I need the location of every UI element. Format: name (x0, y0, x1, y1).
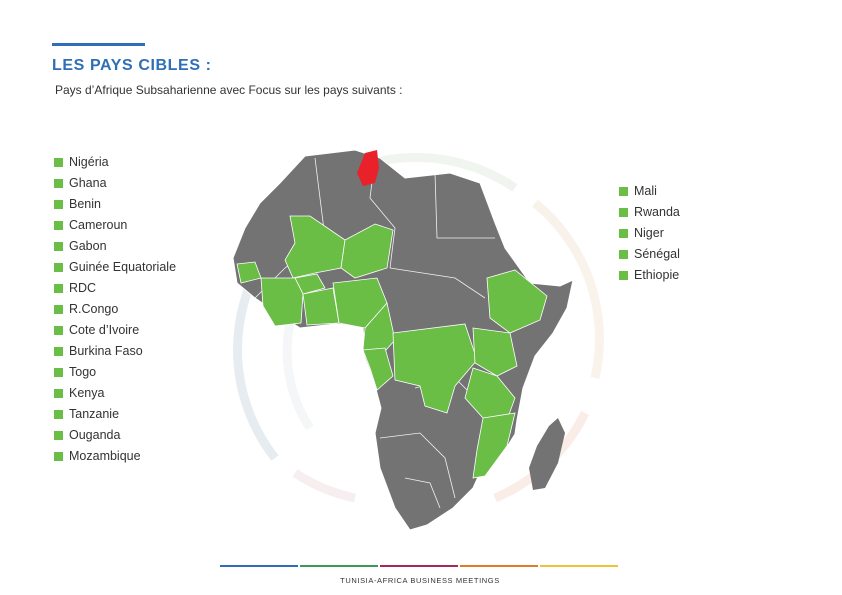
page-subtitle: Pays d’Afrique Subsaharienne avec Focus … (55, 83, 403, 97)
tunisia-shape (357, 150, 379, 186)
country-label: Benin (69, 197, 101, 211)
niger-shape (340, 223, 394, 279)
ghana-togo-benin-shape (302, 287, 340, 326)
gabon-congo-shape (362, 347, 394, 391)
list-item: Benin (54, 194, 176, 215)
list-item: Ouganda (54, 425, 176, 446)
ethiopie-shape (486, 269, 548, 334)
list-item: Tanzanie (54, 404, 176, 425)
country-label: R.Congo (69, 302, 119, 316)
list-item: Mozambique (54, 446, 176, 467)
country-label: Ouganda (69, 428, 121, 442)
country-label: Niger (634, 226, 664, 240)
green-square-icon (54, 263, 63, 272)
country-label: Burkina Faso (69, 344, 143, 358)
list-item: Cameroun (54, 215, 176, 236)
list-item: Mali (619, 181, 680, 202)
country-label: Gabon (69, 239, 107, 253)
country-list-right: Mali Rwanda Niger Sénégal Ethiopie (619, 181, 680, 286)
green-square-icon (54, 347, 63, 356)
list-item: Niger (619, 223, 680, 244)
country-label: RDC (69, 281, 97, 295)
green-square-icon (54, 368, 63, 377)
list-item: Ethiopie (619, 265, 680, 286)
africa-map (232, 149, 604, 531)
green-square-icon (54, 284, 63, 293)
country-label: Sénégal (634, 247, 680, 261)
list-item: R.Congo (54, 299, 176, 320)
green-square-icon (54, 179, 63, 188)
green-square-icon (619, 187, 628, 196)
footer-bar-purple (380, 565, 458, 567)
kenya-ouganda-shape (472, 327, 518, 377)
country-label: Mali (634, 184, 657, 198)
green-square-icon (54, 242, 63, 251)
green-square-icon (619, 229, 628, 238)
country-label: Cameroun (69, 218, 128, 232)
country-list-left: Nigéria Ghana Benin Cameroun Gabon Guiné… (54, 152, 176, 467)
title-rule (52, 43, 145, 46)
list-item: Kenya (54, 383, 176, 404)
green-square-icon (54, 410, 63, 419)
country-label: Rwanda (634, 205, 680, 219)
target-countries (236, 215, 548, 479)
country-label: Tanzanie (69, 407, 120, 421)
green-square-icon (54, 305, 63, 314)
list-item: Ghana (54, 173, 176, 194)
list-item: Sénégal (619, 244, 680, 265)
green-square-icon (54, 200, 63, 209)
country-label: Togo (69, 365, 97, 379)
madagascar-shape (529, 418, 565, 490)
green-square-icon (54, 431, 63, 440)
list-item: Togo (54, 362, 176, 383)
list-item: Gabon (54, 236, 176, 257)
guinea-cotedivoire-shape (260, 277, 304, 327)
footer-bar-green (300, 565, 378, 567)
list-item: Burkina Faso (54, 341, 176, 362)
country-label: Guinée Equatoriale (69, 260, 177, 274)
list-item: RDC (54, 278, 176, 299)
footer-bar-yellow (540, 565, 618, 567)
mali-shape (284, 215, 346, 279)
country-label: Kenya (69, 386, 105, 400)
footer-text: TUNISIA-AFRICA BUSINESS MEETINGS (340, 576, 500, 585)
rdc-shape (392, 323, 478, 414)
list-item: Nigéria (54, 152, 176, 173)
green-square-icon (619, 208, 628, 217)
footer-color-bars (220, 565, 620, 567)
list-item: Guinée Equatoriale (54, 257, 176, 278)
green-square-icon (54, 221, 63, 230)
country-label: Cote d’Ivoire (69, 323, 140, 337)
mozambique-shape (472, 412, 516, 479)
country-label: Ghana (69, 176, 107, 190)
green-square-icon (54, 452, 63, 461)
country-label: Mozambique (69, 449, 141, 463)
page-title: LES PAYS CIBLES : (52, 57, 212, 74)
cameroun-shape (362, 302, 396, 361)
green-square-icon (619, 250, 628, 259)
green-square-icon (54, 389, 63, 398)
green-square-icon (54, 326, 63, 335)
country-label: Ethiopie (634, 268, 680, 282)
country-label: Nigéria (69, 155, 109, 169)
list-item: Cote d’Ivoire (54, 320, 176, 341)
footer-bar-blue (220, 565, 298, 567)
list-item: Rwanda (619, 202, 680, 223)
footer-bar-orange (460, 565, 538, 567)
green-square-icon (54, 158, 63, 167)
green-square-icon (619, 271, 628, 280)
